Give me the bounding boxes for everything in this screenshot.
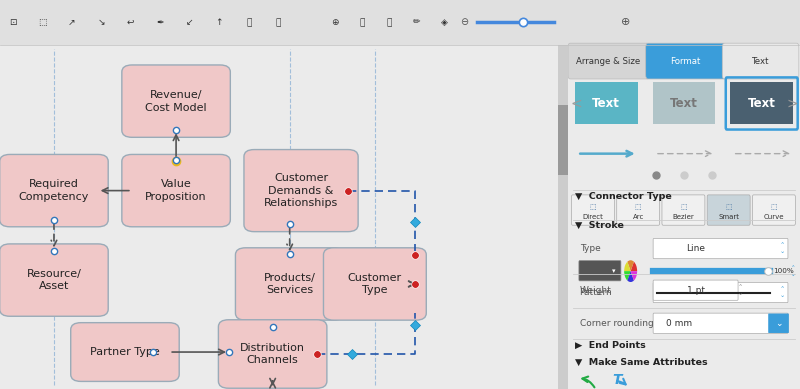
Text: Bezier: Bezier (673, 214, 694, 221)
Text: Resource/
Asset: Resource/ Asset (26, 269, 82, 291)
FancyBboxPatch shape (662, 195, 705, 225)
FancyBboxPatch shape (0, 244, 108, 316)
Text: Partner Type: Partner Type (90, 347, 160, 357)
FancyBboxPatch shape (122, 154, 230, 227)
Text: >: > (786, 96, 798, 110)
Text: ⬚: ⬚ (770, 204, 778, 210)
Text: ✏: ✏ (413, 18, 421, 27)
Text: ⌃
⌄: ⌃ ⌄ (780, 244, 786, 254)
Text: ⬚: ⬚ (635, 204, 642, 210)
Text: ⧠: ⧠ (276, 18, 281, 27)
Text: ⬚: ⬚ (726, 204, 732, 210)
Text: Corner rounding: Corner rounding (579, 319, 654, 328)
Wedge shape (624, 271, 630, 280)
FancyBboxPatch shape (646, 43, 726, 79)
Wedge shape (630, 271, 637, 280)
Text: Smart: Smart (718, 214, 739, 221)
FancyBboxPatch shape (722, 43, 799, 79)
FancyBboxPatch shape (571, 195, 614, 225)
Text: Required
Competency: Required Competency (18, 179, 89, 202)
FancyBboxPatch shape (653, 238, 788, 259)
Text: Customer
Type: Customer Type (348, 273, 402, 295)
Text: <: < (570, 96, 582, 110)
Text: Line: Line (686, 244, 705, 254)
Text: ⬚: ⬚ (680, 204, 686, 210)
Text: ⬚: ⬚ (590, 204, 596, 210)
Text: Text: Text (592, 97, 620, 110)
Text: ⬚: ⬚ (38, 18, 46, 27)
Text: ✋: ✋ (360, 18, 365, 27)
FancyBboxPatch shape (707, 195, 750, 225)
Wedge shape (624, 262, 630, 271)
Text: 0 mm: 0 mm (666, 319, 693, 328)
FancyBboxPatch shape (653, 82, 715, 124)
Text: Arrange & Size: Arrange & Size (577, 56, 641, 66)
Text: Customer
Demands &
Relationships: Customer Demands & Relationships (264, 173, 338, 209)
Wedge shape (630, 262, 637, 271)
Text: 100%: 100% (774, 268, 794, 274)
Text: ↩: ↩ (127, 18, 134, 27)
Text: ⊕: ⊕ (331, 18, 339, 27)
FancyBboxPatch shape (70, 323, 179, 381)
Text: Direct: Direct (582, 214, 603, 221)
Text: ▼  Connector Type: ▼ Connector Type (575, 192, 672, 201)
FancyBboxPatch shape (0, 0, 568, 45)
Text: ⊖: ⊖ (461, 18, 469, 27)
Text: ▶  End Points: ▶ End Points (575, 341, 646, 350)
Text: ↘: ↘ (98, 18, 105, 27)
Text: 👤: 👤 (387, 18, 392, 27)
FancyBboxPatch shape (323, 248, 426, 320)
Text: T: T (612, 373, 622, 387)
FancyBboxPatch shape (122, 65, 230, 137)
Text: ◈: ◈ (441, 18, 448, 27)
Text: ⌃
⌄: ⌃ ⌄ (780, 287, 786, 298)
Text: ▾: ▾ (611, 268, 615, 274)
FancyBboxPatch shape (753, 195, 795, 225)
Text: ⊡: ⊡ (9, 18, 16, 27)
FancyBboxPatch shape (218, 320, 327, 388)
FancyBboxPatch shape (575, 82, 638, 124)
Text: ▼  Stroke: ▼ Stroke (575, 221, 624, 230)
Text: ↑: ↑ (215, 18, 223, 27)
Wedge shape (627, 260, 634, 271)
Text: Type: Type (579, 244, 600, 254)
Text: Value
Proposition: Value Proposition (146, 179, 207, 202)
FancyBboxPatch shape (653, 280, 738, 300)
FancyBboxPatch shape (730, 82, 793, 124)
Text: 1 pt: 1 pt (686, 286, 705, 295)
Text: ↗: ↗ (68, 18, 75, 27)
Text: ↙: ↙ (186, 18, 194, 27)
FancyBboxPatch shape (558, 45, 568, 389)
Text: Distribution
Channels: Distribution Channels (240, 343, 305, 365)
Text: ⊕: ⊕ (622, 18, 630, 27)
Text: ⤢: ⤢ (246, 18, 251, 27)
Text: ⌃
⌄: ⌃ ⌄ (738, 285, 743, 296)
FancyBboxPatch shape (653, 282, 788, 303)
FancyBboxPatch shape (558, 105, 568, 175)
FancyBboxPatch shape (235, 248, 344, 320)
Text: ✒: ✒ (157, 18, 164, 27)
FancyBboxPatch shape (768, 314, 789, 333)
FancyBboxPatch shape (653, 313, 788, 333)
Text: Curve: Curve (764, 214, 784, 221)
Text: ▼  Make Same Attributes: ▼ Make Same Attributes (575, 357, 707, 366)
Text: ⌄: ⌄ (774, 319, 782, 328)
Text: Weight: Weight (579, 286, 611, 295)
Wedge shape (627, 271, 634, 282)
FancyBboxPatch shape (568, 43, 650, 79)
FancyBboxPatch shape (579, 261, 621, 281)
Text: Pattern: Pattern (579, 288, 612, 298)
Text: Revenue/
Cost Model: Revenue/ Cost Model (146, 90, 207, 112)
Text: Arc: Arc (633, 214, 644, 221)
Text: ⌃
⌄: ⌃ ⌄ (790, 266, 795, 277)
Text: Format: Format (670, 56, 701, 66)
FancyBboxPatch shape (568, 0, 800, 45)
FancyBboxPatch shape (0, 154, 108, 227)
Text: Products/
Services: Products/ Services (264, 273, 316, 295)
Text: Text: Text (670, 97, 698, 110)
Text: Text: Text (748, 97, 776, 110)
Text: Text: Text (752, 56, 770, 66)
FancyBboxPatch shape (617, 195, 660, 225)
FancyBboxPatch shape (244, 150, 358, 232)
